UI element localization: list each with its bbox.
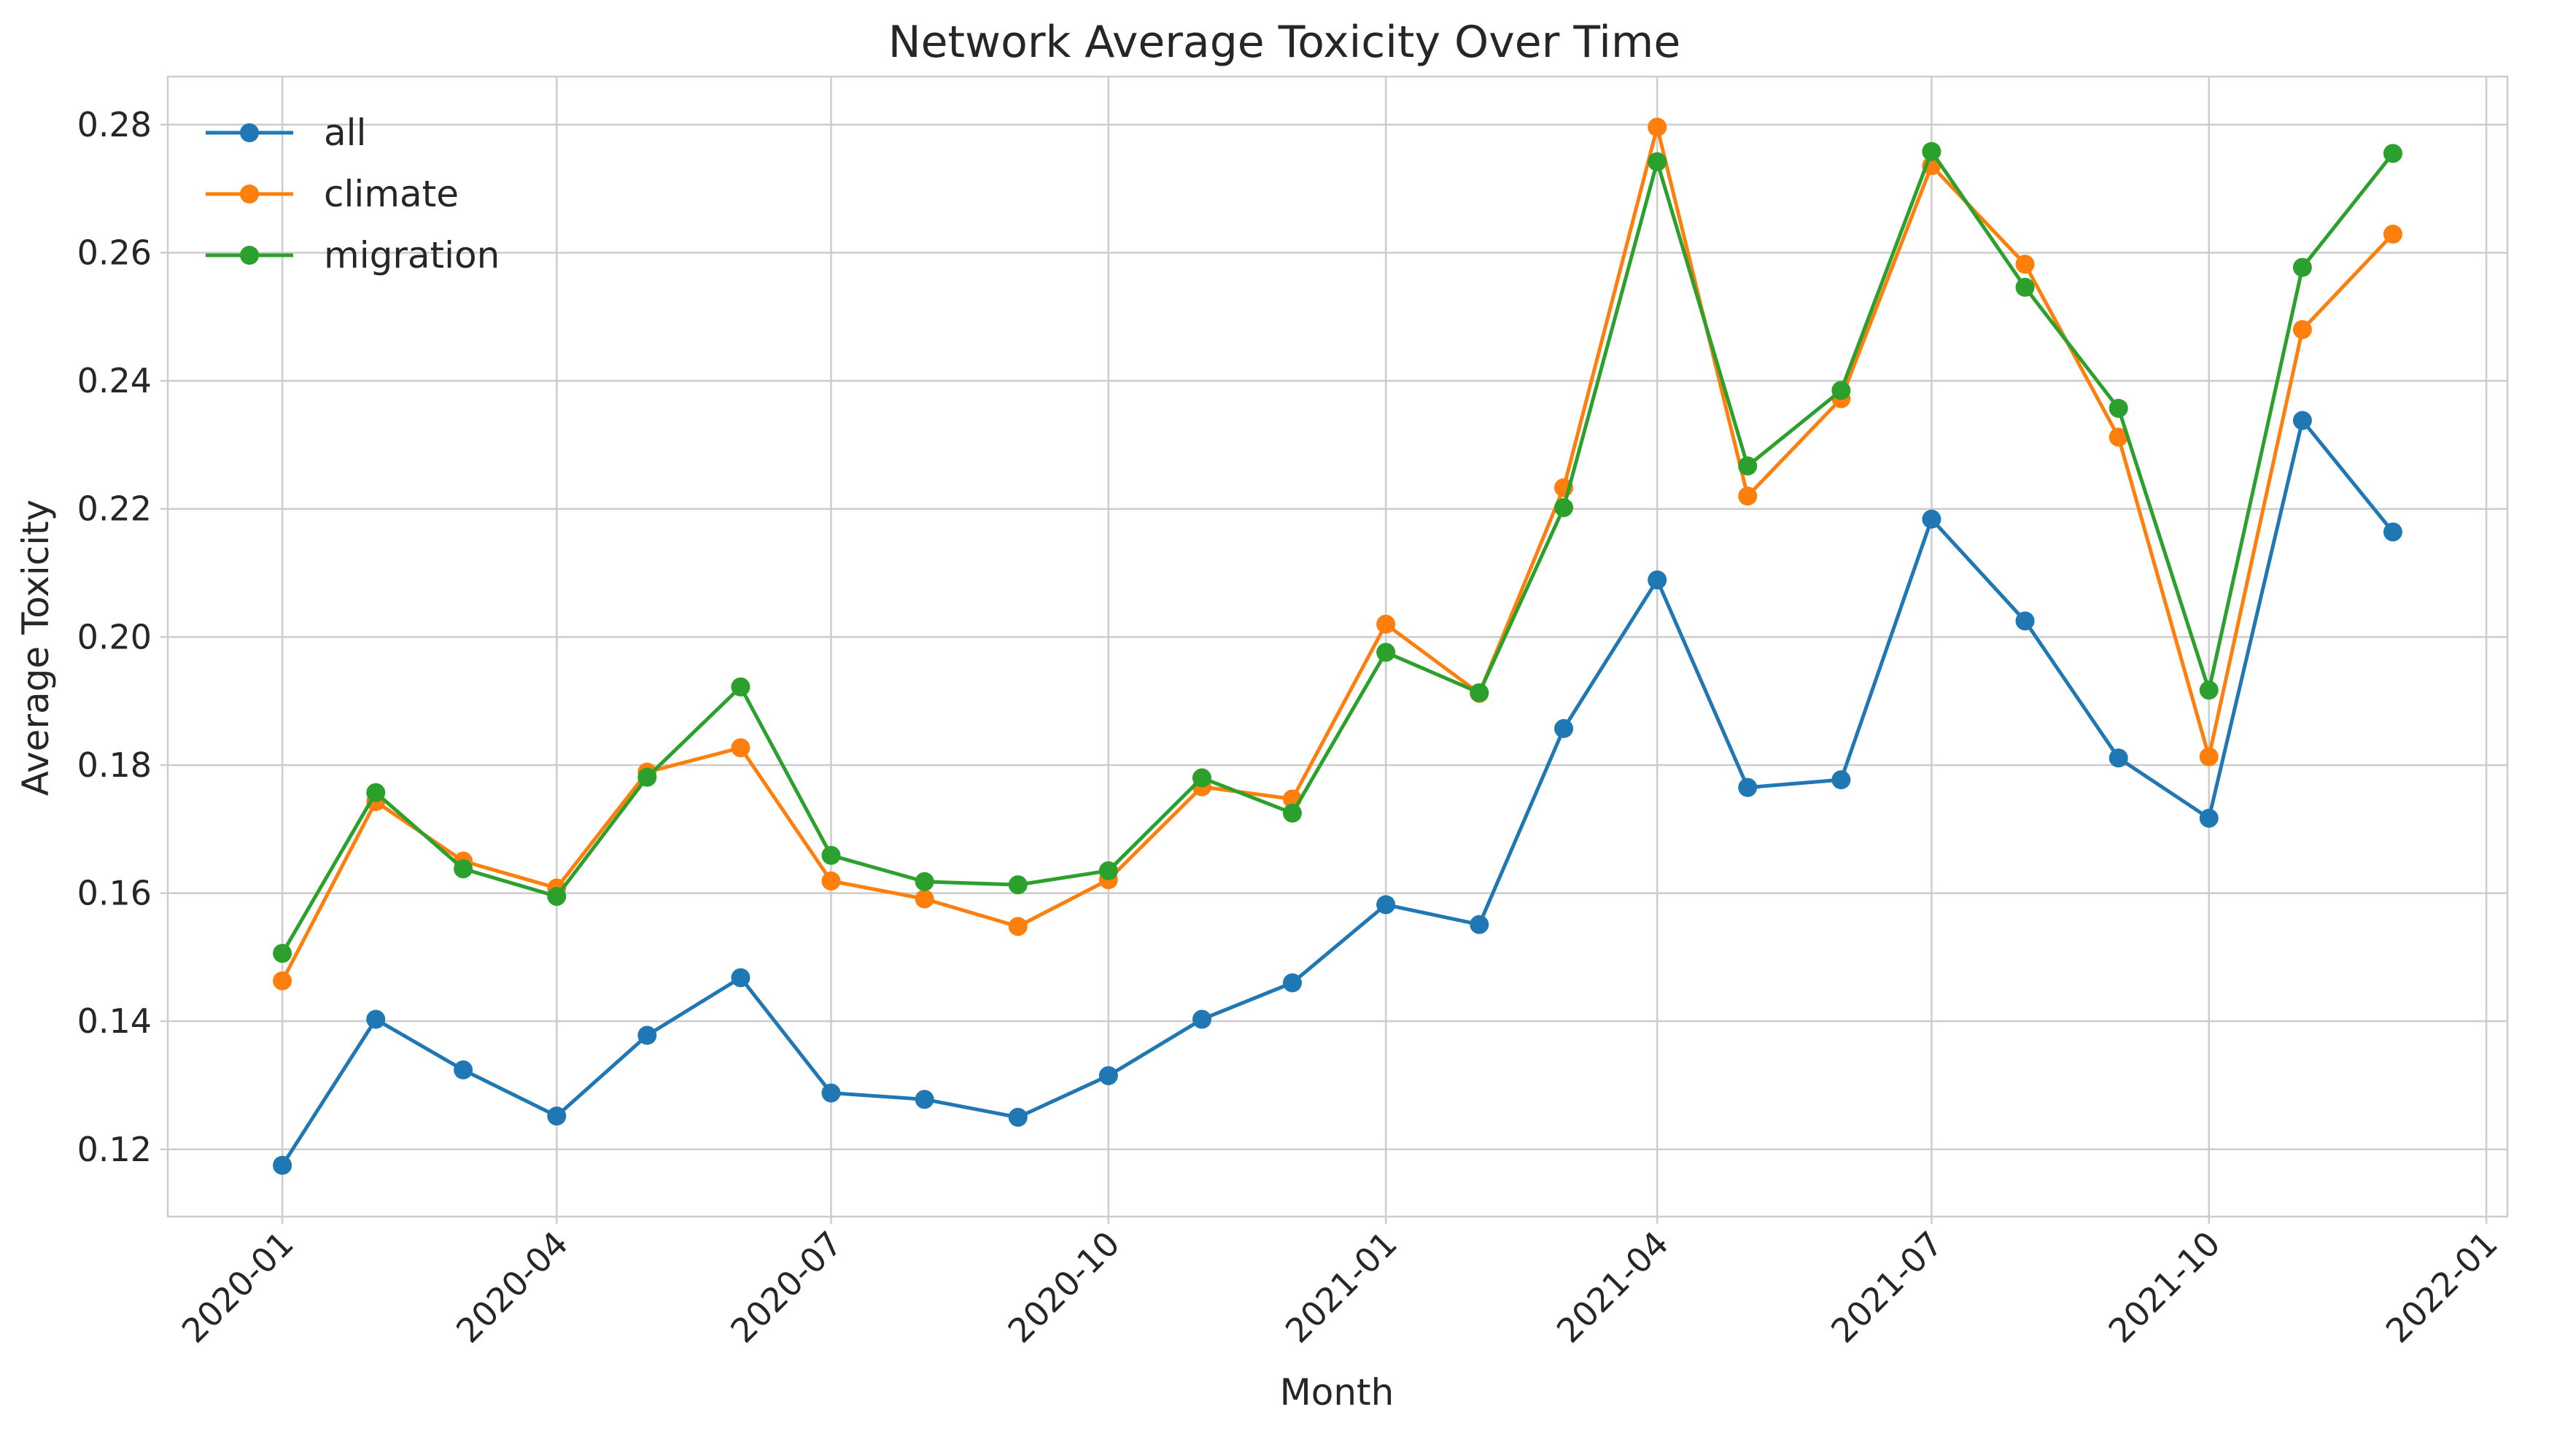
y-tick-label: 0.22 (77, 489, 152, 529)
legend: all climate migration (206, 112, 500, 276)
y-tick-label: 0.14 (77, 1001, 152, 1041)
data-point-migration (1098, 861, 1118, 880)
data-point-migration (1282, 803, 1302, 823)
data-point-all (2383, 522, 2402, 542)
data-point-migration (547, 886, 567, 906)
data-point-migration (915, 872, 934, 891)
data-point-all (1648, 570, 1667, 590)
series-line-climate (280, 125, 2394, 982)
x-tick-label: 2021-07 (1823, 1224, 1950, 1351)
data-point-migration (2108, 398, 2128, 418)
data-point-all (454, 1060, 473, 1079)
y-axis-ticks: 0.12 0.14 0.16 0.18 0.20 0.22 0.24 0.26 0.28 (77, 105, 168, 1169)
data-point-all (731, 968, 750, 988)
data-point-climate (1376, 614, 1396, 634)
y-tick-label: 0.20 (77, 617, 152, 656)
data-point-migration (2199, 680, 2219, 700)
x-tick-label: 2021-04 (1549, 1224, 1676, 1351)
data-point-all (821, 1083, 841, 1103)
series-line-migration (280, 150, 2394, 955)
data-point-climate (1738, 486, 1758, 506)
data-point-all (915, 1090, 934, 1109)
data-point-all (1554, 718, 1574, 738)
data-point-all (547, 1106, 567, 1126)
data-point-all (1008, 1107, 1028, 1127)
data-point-migration (1470, 683, 1489, 702)
data-point-all (1376, 895, 1396, 915)
y-tick-label: 0.26 (77, 233, 152, 272)
data-point-all (1192, 1009, 1211, 1029)
data-point-climate (915, 889, 934, 909)
data-point-migration (454, 859, 473, 879)
x-axis-ticks: 2020-01 2020-04 2020-07 2020-10 2021-01 2021-… (174, 1217, 2505, 1351)
data-point-migration (273, 944, 292, 963)
data-point-migration (731, 677, 750, 697)
data-point-all (2199, 808, 2219, 828)
data-point-migration (1831, 381, 1851, 400)
data-point-all (273, 1155, 292, 1175)
chart-title: Network Average Toxicity Over Time (888, 17, 1681, 68)
data-point-migration (1648, 152, 1667, 171)
y-tick-label: 0.28 (77, 105, 152, 144)
data-point-climate (2015, 255, 2035, 274)
data-point-all (1282, 973, 1302, 993)
data-point-migration (821, 845, 841, 865)
x-tick-label: 2020-01 (174, 1224, 301, 1351)
data-point-migration (1376, 643, 1396, 662)
data-point-migration (366, 783, 386, 802)
data-point-all (1470, 915, 1489, 934)
data-point-climate (2383, 225, 2402, 244)
y-tick-label: 0.18 (77, 745, 152, 785)
legend-label-climate: climate (324, 173, 459, 215)
data-point-all (1738, 777, 1758, 797)
data-point-migration (2292, 257, 2312, 277)
data-point-climate (731, 738, 750, 758)
data-point-climate (821, 871, 841, 891)
data-point-climate (1648, 117, 1667, 137)
data-point-climate (1008, 917, 1028, 936)
legend-marker-climate (240, 185, 259, 203)
data-point-migration (1008, 875, 1028, 895)
data-point-migration (637, 767, 657, 787)
legend-label-migration: migration (324, 234, 500, 276)
data-point-all (637, 1025, 657, 1045)
data-point-all (2015, 611, 2035, 631)
data-point-migration (1922, 141, 1941, 161)
x-tick-label: 2021-10 (2100, 1224, 2227, 1351)
series-line-all (280, 419, 2394, 1167)
data-point-migration (2383, 144, 2402, 163)
data-point-migration (2015, 277, 2035, 297)
x-tick-label: 2020-10 (1001, 1224, 1128, 1351)
x-tick-label: 2021-01 (1278, 1224, 1405, 1351)
y-tick-label: 0.16 (77, 874, 152, 913)
legend-marker-migration (240, 246, 259, 265)
data-point-all (2292, 411, 2312, 430)
data-point-all (2108, 748, 2128, 768)
data-point-climate (2199, 747, 2219, 767)
plot-area-frame (166, 75, 2509, 1218)
x-tick-label: 2020-07 (723, 1224, 850, 1351)
legend-label-all: all (324, 112, 366, 154)
data-point-all (1922, 509, 1941, 529)
data-point-all (1831, 770, 1851, 790)
data-point-all (366, 1009, 386, 1029)
grid-lines (168, 77, 2507, 1217)
y-tick-label: 0.24 (77, 361, 152, 400)
data-point-climate (273, 971, 292, 990)
data-point-climate (2292, 319, 2312, 339)
data-point-migration (1554, 497, 1574, 517)
x-tick-label: 2020-04 (449, 1224, 575, 1351)
x-axis-label: Month (1280, 1371, 1394, 1413)
data-point-migration (1192, 768, 1211, 788)
data-point-migration (1738, 456, 1758, 476)
x-tick-label: 2022-01 (2378, 1224, 2505, 1351)
y-axis-label: Average Toxicity (15, 500, 57, 796)
data-point-all (1098, 1066, 1118, 1085)
y-tick-label: 0.12 (77, 1130, 152, 1169)
series-lines (273, 117, 2402, 1175)
data-point-climate (2108, 427, 2128, 447)
legend-marker-all (240, 123, 259, 142)
